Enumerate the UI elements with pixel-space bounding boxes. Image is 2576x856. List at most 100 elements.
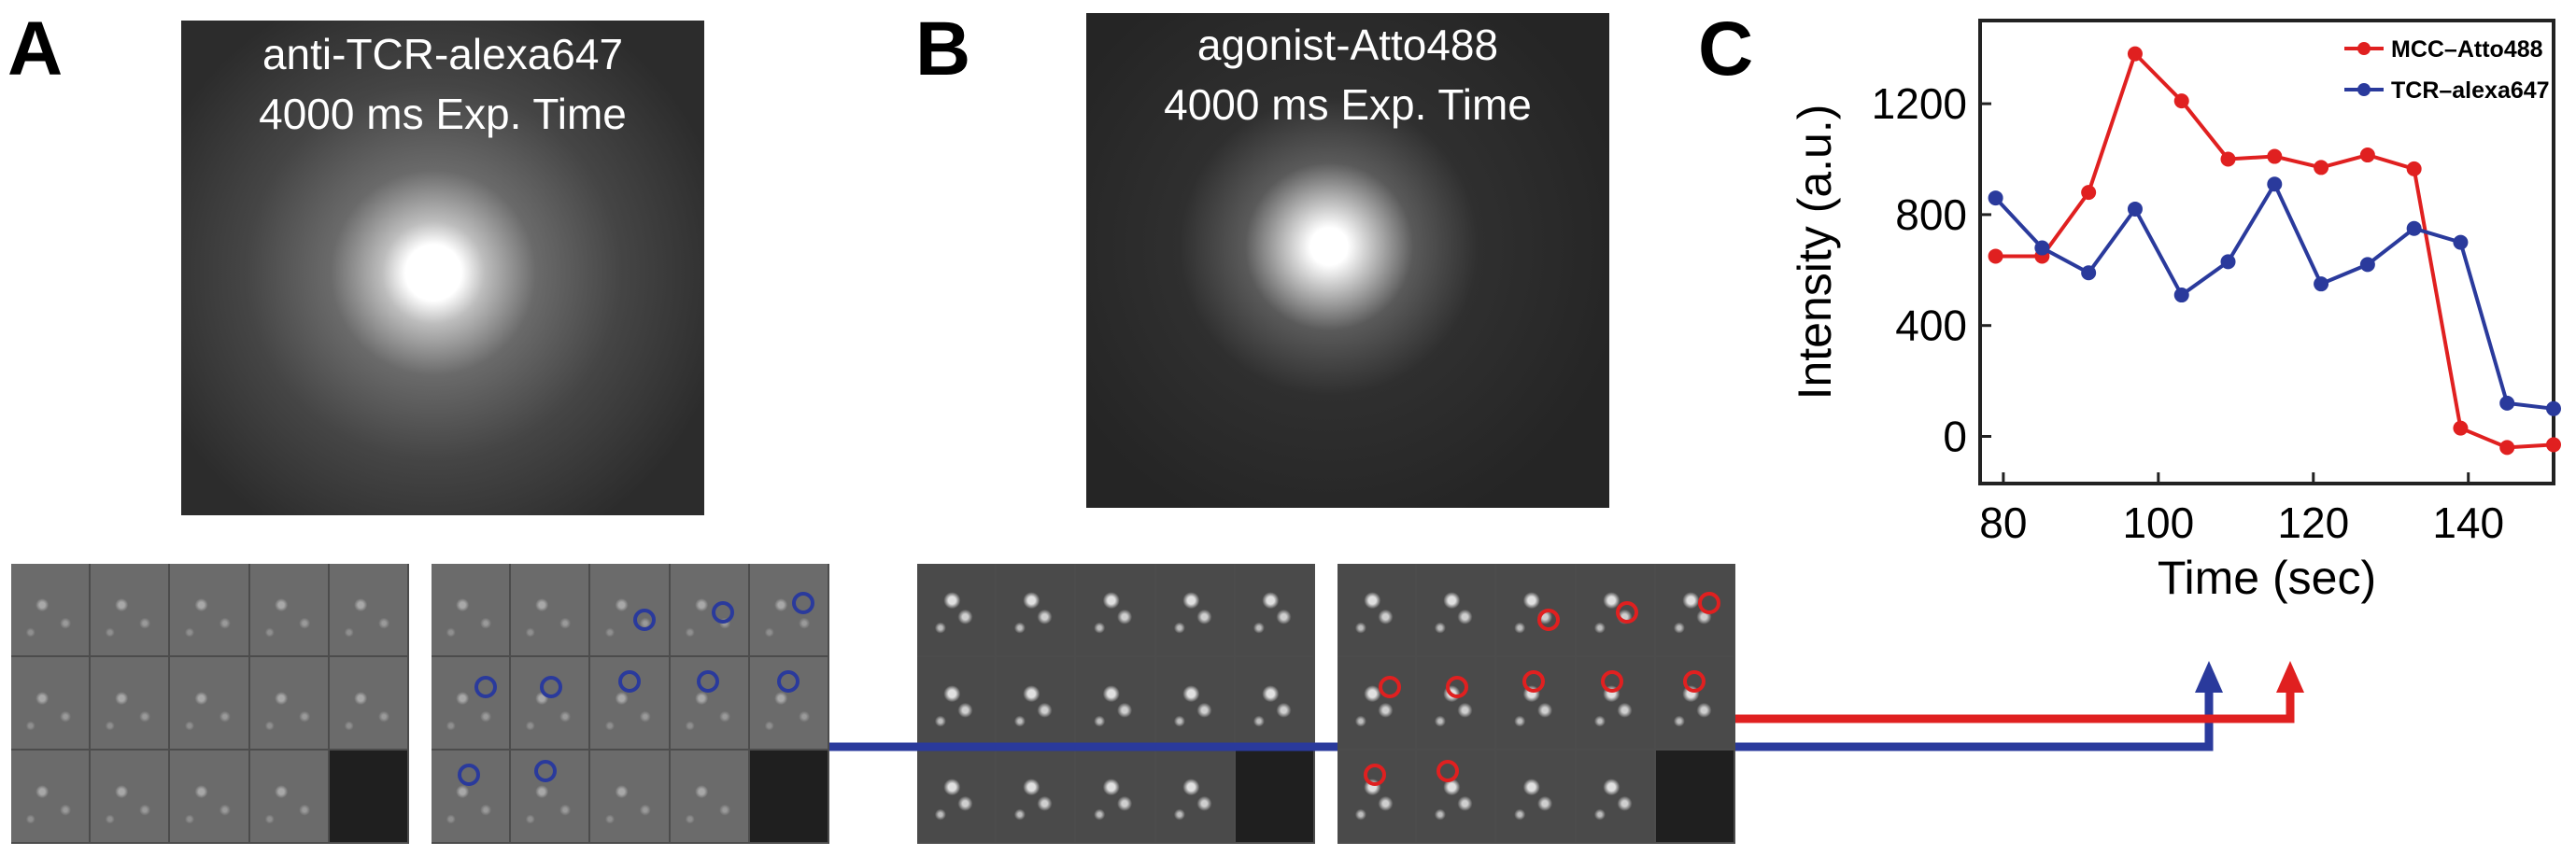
montage-tile bbox=[1155, 564, 1236, 657]
data-point bbox=[2034, 240, 2050, 256]
montage-tile bbox=[1155, 751, 1236, 844]
y-axis-label: Intensity (a.u.) bbox=[1789, 105, 1841, 400]
montage-tile bbox=[1235, 657, 1315, 751]
data-point bbox=[2453, 420, 2469, 436]
data-point bbox=[2406, 220, 2422, 236]
montage-tile bbox=[670, 564, 750, 657]
montage-tile bbox=[1235, 564, 1315, 657]
data-point bbox=[2546, 400, 2561, 416]
x-axis-ticks: 80 100 120 140 bbox=[1979, 472, 2504, 547]
micrograph-b-caption-line2: 4000 ms Exp. Time bbox=[1164, 80, 1532, 129]
montage-tile bbox=[91, 564, 171, 657]
montage-a-raw bbox=[11, 564, 409, 844]
x-tick-label: 120 bbox=[2277, 498, 2349, 547]
series-line-1 bbox=[1994, 179, 2555, 411]
montage-tile bbox=[1655, 751, 1735, 844]
spot-circle bbox=[1601, 670, 1623, 693]
montage-tile bbox=[1338, 564, 1418, 657]
montage-tile bbox=[91, 751, 171, 844]
montage-b-marked bbox=[1338, 564, 1735, 844]
red-arrowhead bbox=[2276, 661, 2304, 693]
spot-circle bbox=[712, 601, 734, 624]
montage-tile bbox=[590, 564, 671, 657]
montage-tile bbox=[249, 564, 330, 657]
spot-circle bbox=[1379, 676, 1401, 698]
montage-tile bbox=[997, 657, 1077, 751]
montage-tile bbox=[1496, 751, 1577, 844]
montage-tile bbox=[917, 564, 998, 657]
montage-tile bbox=[511, 657, 591, 751]
data-point bbox=[2267, 148, 2283, 164]
montage-tile bbox=[1576, 657, 1656, 751]
y-tick-label: 800 bbox=[1895, 190, 1967, 239]
montage-tile bbox=[1076, 751, 1156, 844]
x-tick-label: 140 bbox=[2432, 498, 2504, 547]
series-line-0 bbox=[1995, 49, 2555, 450]
montage-tile bbox=[329, 564, 409, 657]
micrograph-b-caption-line1: agonist-Atto488 bbox=[1196, 21, 1499, 69]
y-tick-label: 400 bbox=[1895, 302, 1967, 350]
data-point bbox=[2406, 161, 2422, 176]
spot-circle bbox=[633, 609, 656, 631]
montage-tile bbox=[329, 751, 409, 844]
blue-connector-arrow bbox=[1735, 686, 2214, 751]
panel-label-a: A bbox=[7, 7, 64, 91]
data-point bbox=[2127, 201, 2143, 217]
legend-label-red: MCC–Atto488 bbox=[2391, 36, 2543, 63]
montage-tile bbox=[997, 564, 1077, 657]
y-tick-label: 0 bbox=[1943, 413, 1967, 461]
montage-tile bbox=[249, 751, 330, 844]
data-point bbox=[2359, 147, 2375, 163]
montage-tile bbox=[11, 751, 92, 844]
data-point bbox=[2499, 395, 2515, 411]
spot-circle bbox=[1364, 764, 1386, 786]
data-point bbox=[2267, 176, 2283, 192]
blue-spot-circles bbox=[458, 592, 814, 786]
spot-circle bbox=[458, 764, 480, 786]
montage-tile bbox=[11, 564, 92, 657]
montage-tile bbox=[170, 564, 250, 657]
panel-label-c: C bbox=[1698, 7, 1754, 91]
legend-marker-blue bbox=[2357, 83, 2371, 96]
spot-circle bbox=[1616, 601, 1638, 624]
red-spot-circles bbox=[1364, 592, 1720, 786]
panel-label-b: B bbox=[915, 7, 971, 91]
montage-tile bbox=[1655, 564, 1735, 657]
montage-tile bbox=[1076, 564, 1156, 657]
data-point bbox=[1988, 190, 2003, 206]
micrograph-a-caption-line1: anti-TCR-alexa647 bbox=[262, 30, 624, 78]
data-point bbox=[2220, 151, 2236, 167]
montage-tile bbox=[511, 751, 591, 844]
montage-tile bbox=[1417, 657, 1497, 751]
montage-tile bbox=[749, 564, 829, 657]
legend: MCC–Atto488 TCR–alexa647 bbox=[2344, 36, 2550, 104]
spot-circle bbox=[1683, 670, 1706, 693]
montage-tile bbox=[1496, 564, 1577, 657]
montage-tile bbox=[432, 657, 512, 751]
micrograph-a-caption-line2: 4000 ms Exp. Time bbox=[259, 90, 627, 138]
spot-circle bbox=[792, 592, 814, 614]
spot-circle bbox=[618, 670, 641, 693]
data-point bbox=[2314, 160, 2329, 175]
montage-tile bbox=[511, 564, 591, 657]
montage-tile bbox=[432, 564, 512, 657]
data-point bbox=[2220, 254, 2236, 270]
montage-tile bbox=[329, 657, 409, 751]
montage-b-raw bbox=[917, 564, 1315, 844]
data-point bbox=[2173, 93, 2189, 109]
data-point bbox=[2127, 46, 2143, 62]
legend-label-blue: TCR–alexa647 bbox=[2391, 77, 2550, 104]
montage-tile bbox=[91, 657, 171, 751]
montage-tile bbox=[670, 751, 750, 844]
data-point bbox=[2081, 185, 2097, 201]
spot-circle bbox=[1446, 676, 1468, 698]
montage-tile bbox=[432, 751, 512, 844]
y-axis-ticks: 0 400 800 1200 bbox=[1872, 79, 1991, 461]
montage-tile bbox=[1576, 564, 1656, 657]
micrograph-a: anti-TCR-alexa647 4000 ms Exp. Time bbox=[181, 21, 704, 515]
data-point bbox=[2081, 265, 2097, 281]
montage-tile bbox=[590, 751, 671, 844]
montage-tile bbox=[997, 751, 1077, 844]
montage-tile bbox=[249, 657, 330, 751]
